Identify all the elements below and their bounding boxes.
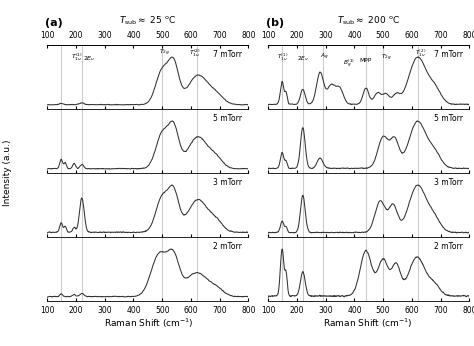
Text: Intensity (a.u.): Intensity (a.u.) [3,140,11,206]
Text: 5 mTorr: 5 mTorr [213,114,242,123]
Text: $T^{(1)}_{1u}$: $T^{(1)}_{1u}$ [71,52,82,63]
Text: 2 mTorr: 2 mTorr [434,242,463,251]
Text: $B^{(1)}_g$: $B^{(1)}_g$ [343,58,355,70]
Text: Raman Shift (cm$^{-1}$): Raman Shift (cm$^{-1}$) [104,317,194,330]
Text: 7 mTorr: 7 mTorr [213,50,242,59]
Text: $2E_u$: $2E_u$ [297,54,309,63]
Text: $T^{(1)}_{1u}$: $T^{(1)}_{1u}$ [277,52,288,63]
Text: (b): (b) [266,18,284,28]
Text: 3 mTorr: 3 mTorr [213,178,242,187]
Text: $T^{(2)}_{1u}$: $T^{(2)}_{1u}$ [189,47,201,59]
Text: $T_{2g}$: $T_{2g}$ [381,53,391,63]
Text: (a): (a) [46,18,63,28]
Text: $T_{\rm sub}$$\approx$ 25 $^{\rm o}$C: $T_{\rm sub}$$\approx$ 25 $^{\rm o}$C [119,15,176,27]
Text: $T^{(2)}_{1u}$: $T^{(2)}_{1u}$ [415,47,427,59]
Text: 3 mTorr: 3 mTorr [434,178,463,187]
Text: $T_{2g}$: $T_{2g}$ [159,47,171,58]
Text: $A_g$: $A_g$ [320,52,329,62]
Text: MPP: MPP [360,58,372,63]
Text: $T_{\rm sub}$$\approx$ 200 $^{\rm o}$C: $T_{\rm sub}$$\approx$ 200 $^{\rm o}$C [337,15,401,27]
Text: 5 mTorr: 5 mTorr [434,114,463,123]
Text: $2E_u$: $2E_u$ [83,54,96,63]
Text: 2 mTorr: 2 mTorr [213,242,242,251]
Text: 7 mTorr: 7 mTorr [434,50,463,59]
Text: Raman Shift (cm$^{-1}$): Raman Shift (cm$^{-1}$) [322,317,412,330]
